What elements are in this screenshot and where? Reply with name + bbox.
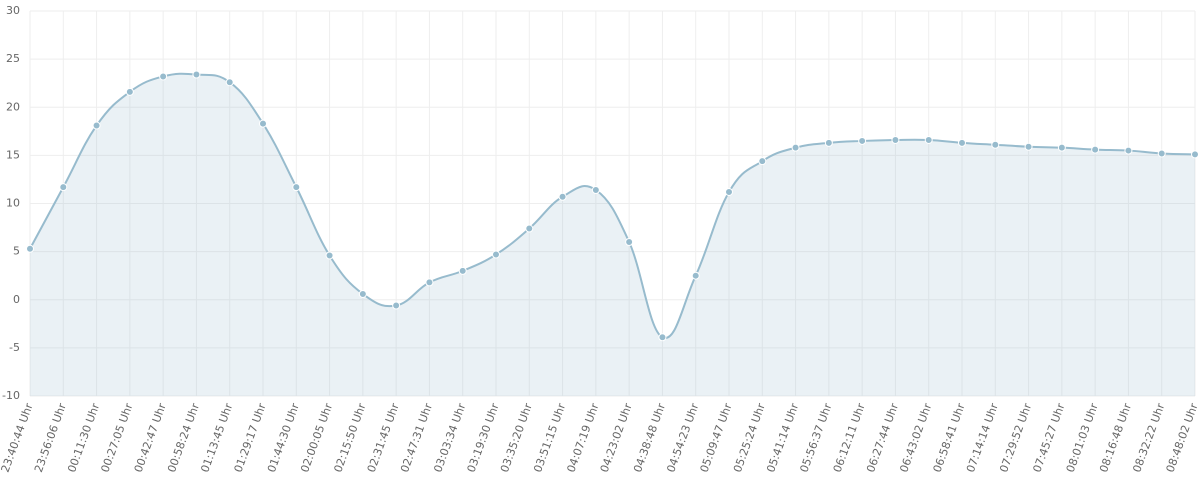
point bbox=[26, 244, 34, 253]
x-tick-label: 01:13:45 Uhr bbox=[198, 401, 235, 474]
x-tick-label: 05:09:47 Uhr bbox=[698, 401, 735, 474]
point bbox=[492, 250, 500, 259]
x-tick-label: 08:32:22 Uhr bbox=[1130, 401, 1167, 474]
point bbox=[658, 333, 667, 342]
point bbox=[125, 87, 134, 96]
y-tick-label: -5 bbox=[9, 341, 20, 354]
point bbox=[558, 192, 567, 201]
point bbox=[159, 72, 168, 81]
point bbox=[392, 301, 401, 310]
x-tick-label: 08:16:48 Uhr bbox=[1097, 401, 1134, 474]
y-tick-label: 20 bbox=[6, 100, 20, 113]
point bbox=[991, 140, 1000, 149]
point bbox=[824, 138, 833, 147]
x-tick-label: 06:27:44 Uhr bbox=[864, 401, 901, 474]
x-tick-label: 05:25:24 Uhr bbox=[731, 401, 768, 474]
x-tick-label: 23:40:44 Uhr bbox=[0, 401, 36, 474]
x-tick-label: 05:56:37 Uhr bbox=[797, 401, 834, 474]
x-tick-label: 08:01:03 Uhr bbox=[1064, 401, 1101, 474]
x-tick-label: 08:48:02 Uhr bbox=[1164, 401, 1200, 474]
point bbox=[858, 136, 867, 145]
point bbox=[425, 278, 434, 287]
point bbox=[1091, 145, 1100, 154]
x-tick-label: 04:07:19 Uhr bbox=[564, 401, 601, 474]
point bbox=[591, 186, 600, 195]
point bbox=[958, 138, 966, 147]
point bbox=[525, 224, 534, 233]
x-tick-label: 06:43:02 Uhr bbox=[897, 401, 934, 474]
x-tick-label: 06:58:41 Uhr bbox=[931, 401, 968, 474]
y-tick-label: 5 bbox=[13, 245, 20, 258]
point bbox=[1157, 149, 1166, 158]
y-tick-label: 30 bbox=[6, 4, 20, 17]
x-tick-label: 03:03:34 Uhr bbox=[431, 401, 468, 474]
point bbox=[725, 187, 733, 196]
point bbox=[259, 119, 267, 128]
x-tick-label: 03:19:30 Uhr bbox=[465, 401, 502, 474]
y-tick-label: 25 bbox=[6, 52, 20, 65]
x-tick-label: 04:54:23 Uhr bbox=[664, 401, 701, 474]
x-tick-label: 07:45:27 Uhr bbox=[1030, 401, 1067, 474]
point bbox=[924, 135, 933, 144]
point bbox=[625, 238, 634, 246]
x-tick-label: 03:35:20 Uhr bbox=[498, 401, 535, 474]
point bbox=[92, 121, 101, 130]
point bbox=[225, 78, 234, 87]
x-tick-label: 00:42:47 Uhr bbox=[132, 401, 169, 474]
point bbox=[891, 135, 900, 144]
point bbox=[358, 289, 367, 298]
y-tick-label: 10 bbox=[6, 197, 20, 210]
point bbox=[1191, 150, 1199, 159]
y-tick-label: -10 bbox=[2, 389, 20, 402]
x-tick-label: 04:38:48 Uhr bbox=[631, 401, 668, 474]
x-tick-label: 07:14:14 Uhr bbox=[964, 401, 1001, 474]
x-tick-label: 02:47:31 Uhr bbox=[398, 401, 435, 474]
x-tick-label: 01:29:17 Uhr bbox=[232, 401, 269, 474]
x-tick-label: 00:11:30 Uhr bbox=[65, 401, 102, 474]
x-tick-label: 23:56:06 Uhr bbox=[32, 401, 69, 474]
x-tick-label: 00:58:24 Uhr bbox=[165, 401, 202, 474]
x-tick-label: 02:00:05 Uhr bbox=[298, 401, 335, 474]
x-tick-label: 02:31:45 Uhr bbox=[365, 401, 402, 474]
point bbox=[691, 271, 700, 280]
x-tick-label: 04:23:02 Uhr bbox=[598, 401, 635, 474]
y-tick-label: 0 bbox=[13, 293, 20, 306]
point bbox=[59, 183, 68, 192]
y-tick-label: 15 bbox=[6, 148, 20, 161]
point bbox=[791, 143, 800, 152]
point bbox=[758, 157, 767, 166]
point bbox=[292, 183, 301, 192]
x-tick-label: 05:41:14 Uhr bbox=[764, 401, 801, 474]
point bbox=[1124, 146, 1133, 155]
point bbox=[1057, 143, 1066, 152]
point bbox=[458, 266, 467, 275]
x-tick-label: 00:27:05 Uhr bbox=[98, 401, 135, 474]
point bbox=[1024, 142, 1033, 151]
x-tick-label: 07:29:52 Uhr bbox=[997, 401, 1034, 474]
x-tick-label: 01:44:30 Uhr bbox=[265, 401, 302, 474]
area bbox=[30, 73, 1195, 396]
x-tick-label: 06:12:11 Uhr bbox=[831, 401, 868, 474]
x-tick-label: 02:15:50 Uhr bbox=[331, 401, 368, 474]
x-tick-label: 03:51:15 Uhr bbox=[531, 401, 568, 474]
point bbox=[325, 251, 334, 260]
point bbox=[192, 70, 201, 79]
